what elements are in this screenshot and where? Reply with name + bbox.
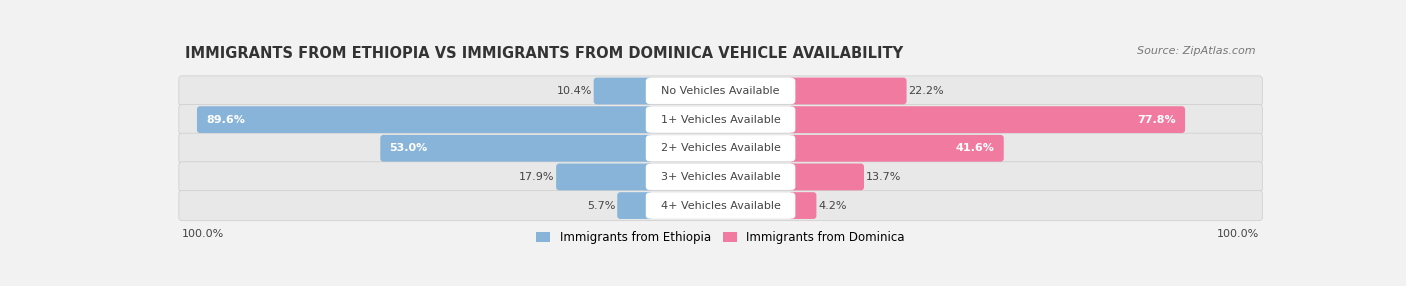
FancyBboxPatch shape xyxy=(789,164,865,190)
Text: 1+ Vehicles Available: 1+ Vehicles Available xyxy=(661,115,780,125)
Text: 10.4%: 10.4% xyxy=(557,86,592,96)
Text: IMMIGRANTS FROM ETHIOPIA VS IMMIGRANTS FROM DOMINICA VEHICLE AVAILABILITY: IMMIGRANTS FROM ETHIOPIA VS IMMIGRANTS F… xyxy=(186,46,903,61)
FancyBboxPatch shape xyxy=(789,106,1185,133)
Text: 2+ Vehicles Available: 2+ Vehicles Available xyxy=(661,143,780,153)
Text: 100.0%: 100.0% xyxy=(1218,229,1260,239)
FancyBboxPatch shape xyxy=(789,78,907,104)
FancyBboxPatch shape xyxy=(645,107,796,133)
FancyBboxPatch shape xyxy=(645,78,796,104)
Text: 3+ Vehicles Available: 3+ Vehicles Available xyxy=(661,172,780,182)
FancyBboxPatch shape xyxy=(179,162,1263,192)
FancyBboxPatch shape xyxy=(380,135,652,162)
FancyBboxPatch shape xyxy=(645,135,796,161)
Legend: Immigrants from Ethiopia, Immigrants from Dominica: Immigrants from Ethiopia, Immigrants fro… xyxy=(531,226,910,249)
FancyBboxPatch shape xyxy=(789,192,817,219)
FancyBboxPatch shape xyxy=(197,106,652,133)
Text: 100.0%: 100.0% xyxy=(181,229,224,239)
Text: 22.2%: 22.2% xyxy=(908,86,943,96)
Text: 89.6%: 89.6% xyxy=(207,115,245,125)
Text: 4.2%: 4.2% xyxy=(818,200,846,210)
FancyBboxPatch shape xyxy=(179,104,1263,135)
Text: 5.7%: 5.7% xyxy=(588,200,616,210)
FancyBboxPatch shape xyxy=(645,164,796,190)
Text: 4+ Vehicles Available: 4+ Vehicles Available xyxy=(661,200,780,210)
FancyBboxPatch shape xyxy=(789,135,1004,162)
Text: 77.8%: 77.8% xyxy=(1137,115,1175,125)
FancyBboxPatch shape xyxy=(179,76,1263,106)
FancyBboxPatch shape xyxy=(179,133,1263,163)
FancyBboxPatch shape xyxy=(617,192,652,219)
FancyBboxPatch shape xyxy=(645,192,796,219)
Text: 13.7%: 13.7% xyxy=(866,172,901,182)
FancyBboxPatch shape xyxy=(557,164,652,190)
FancyBboxPatch shape xyxy=(593,78,652,104)
Text: No Vehicles Available: No Vehicles Available xyxy=(661,86,780,96)
Text: 53.0%: 53.0% xyxy=(389,143,427,153)
FancyBboxPatch shape xyxy=(179,190,1263,221)
Text: 41.6%: 41.6% xyxy=(956,143,994,153)
Text: Source: ZipAtlas.com: Source: ZipAtlas.com xyxy=(1137,46,1256,56)
Text: 17.9%: 17.9% xyxy=(519,172,554,182)
